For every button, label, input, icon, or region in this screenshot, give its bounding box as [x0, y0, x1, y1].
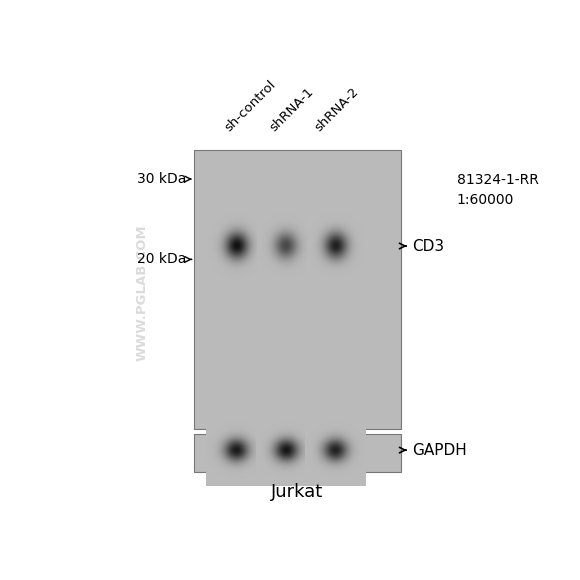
- Text: Jurkat: Jurkat: [271, 483, 324, 501]
- Text: shRNA-1: shRNA-1: [267, 85, 316, 135]
- Text: GAPDH: GAPDH: [412, 443, 467, 458]
- Bar: [194, 434, 401, 472]
- Text: 30 kDa: 30 kDa: [137, 172, 186, 186]
- Text: CD3: CD3: [412, 238, 444, 253]
- Bar: [194, 150, 401, 429]
- Text: shRNA-2: shRNA-2: [312, 85, 361, 135]
- Text: WWW.PGLAB.COM: WWW.PGLAB.COM: [136, 224, 148, 361]
- Text: sh-control: sh-control: [222, 78, 278, 135]
- Text: 20 kDa: 20 kDa: [137, 252, 186, 266]
- Text: 81324-1-RR
1:60000: 81324-1-RR 1:60000: [457, 173, 539, 208]
